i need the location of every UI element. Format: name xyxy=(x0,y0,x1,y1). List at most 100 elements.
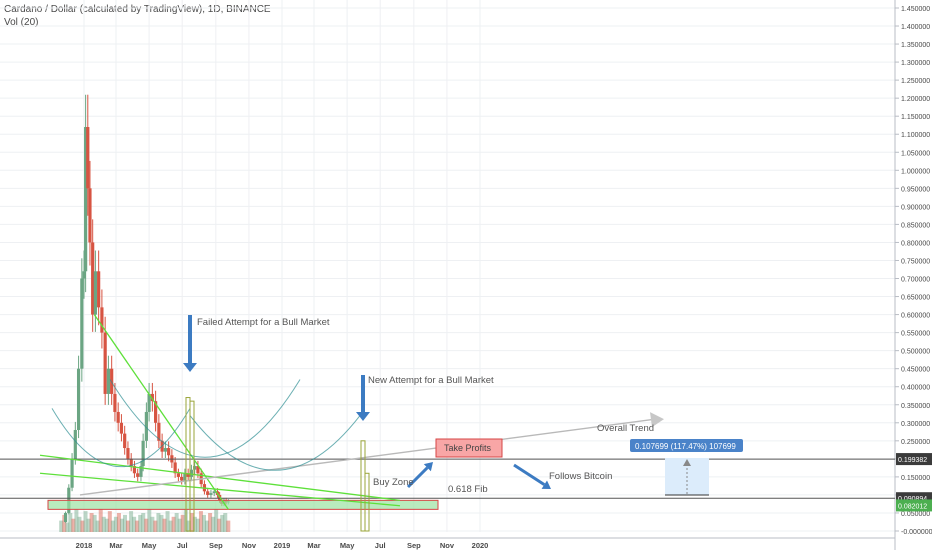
volume-bar xyxy=(141,513,146,532)
volume-bar xyxy=(168,520,173,532)
y-tick-label: 1.300000 xyxy=(901,60,930,67)
volume-bar xyxy=(80,520,85,532)
candles xyxy=(63,94,230,523)
volume-bar xyxy=(198,511,203,532)
x-tick-label: Mar xyxy=(307,541,320,550)
volume-bar xyxy=(153,520,158,532)
volume-bar xyxy=(92,514,97,532)
buy-zone-box xyxy=(47,499,439,510)
candle-body xyxy=(196,466,200,474)
y-tick-label: 0.550000 xyxy=(901,331,930,338)
volume-bars xyxy=(59,509,231,532)
y-tick-label: 0.900000 xyxy=(901,204,930,211)
measure-arrowhead xyxy=(683,459,691,466)
arrow-shaft xyxy=(406,466,429,489)
price-badge-label: 0.199382 xyxy=(898,457,927,464)
volume-bar xyxy=(65,522,70,532)
lower-trend-line xyxy=(39,472,401,507)
candle-body xyxy=(63,512,68,522)
candle-body xyxy=(113,393,117,412)
y-tick-label: 0.800000 xyxy=(901,240,930,247)
y-tick-label: 0.600000 xyxy=(901,313,930,320)
arrow-head xyxy=(356,412,370,421)
x-tick-label: Jul xyxy=(177,541,188,550)
candle-body xyxy=(183,473,187,481)
candle-body xyxy=(141,440,145,467)
volume-bar xyxy=(144,518,149,532)
x-tick-label: Jul xyxy=(375,541,386,550)
volume-bar xyxy=(138,514,143,532)
volume-bar xyxy=(214,509,219,532)
volume-bar xyxy=(208,513,213,532)
overall-trend-line xyxy=(79,418,656,496)
y-tick-label: 0.650000 xyxy=(901,295,930,302)
candle-body xyxy=(163,448,167,452)
y-tick-label: 1.400000 xyxy=(901,24,930,31)
volume-bar xyxy=(135,520,140,532)
x-tick-label: Mar xyxy=(109,541,122,550)
x-tick-label: 2020 xyxy=(472,541,489,550)
take-profits-label: Take Profits xyxy=(444,443,492,453)
volume-bar xyxy=(156,513,161,532)
y-tick-label: 0.350000 xyxy=(901,403,930,410)
y-tick-label: 1.450000 xyxy=(901,6,930,13)
candle-body xyxy=(209,493,213,495)
candle-body xyxy=(82,271,86,279)
y-tick-label: 1.000000 xyxy=(901,168,930,175)
new-attempt-label: New Attempt for a Bull Market xyxy=(368,375,494,386)
x-tick-label: May xyxy=(340,541,355,550)
y-tick-label: 1.150000 xyxy=(901,114,930,121)
y-tick-label: 0.300000 xyxy=(901,421,930,428)
volume-bar xyxy=(110,520,115,532)
cup-arc xyxy=(51,408,191,468)
volume-bar xyxy=(113,516,118,532)
candle-body xyxy=(157,422,161,441)
y-tick-label: 0.500000 xyxy=(901,349,930,356)
volume-bar xyxy=(177,518,182,532)
y-tick-label: 0.750000 xyxy=(901,258,930,265)
cup-arc xyxy=(109,379,301,458)
candle-body xyxy=(139,466,143,477)
candle-body xyxy=(84,127,88,272)
volume-bar xyxy=(95,520,100,532)
candle-body xyxy=(136,473,140,477)
x-tick-label: Nov xyxy=(242,541,257,550)
y-tick-label: 0.050000 xyxy=(901,511,930,518)
volume-bar xyxy=(83,511,88,532)
y-tick-label: 1.250000 xyxy=(901,78,930,85)
take-profits-box xyxy=(435,438,503,458)
failed-attempt-label: Failed Attempt for a Bull Market xyxy=(197,317,330,328)
buy-zone-label: Buy Zone xyxy=(373,477,414,488)
volume-bar xyxy=(202,514,207,532)
volume-bar xyxy=(86,518,91,532)
candle-body xyxy=(88,188,92,243)
candle-body xyxy=(150,393,154,402)
volume-bar xyxy=(162,518,167,532)
volume-bar xyxy=(192,516,197,532)
follows-bitcoin-label: Follows Bitcoin xyxy=(549,471,612,482)
volume-bar xyxy=(180,514,185,532)
y-tick-label: 0.150000 xyxy=(901,475,930,482)
candle-body xyxy=(76,368,81,431)
volume-bar xyxy=(98,509,103,532)
candle-body xyxy=(116,411,120,423)
candle-body xyxy=(126,448,130,459)
measure-label: 0.107699 (117.47%) 107699 xyxy=(635,442,736,451)
volume-bar xyxy=(77,516,82,532)
candle-body xyxy=(193,466,197,470)
y-tick-label: 1.100000 xyxy=(901,132,930,139)
arrows xyxy=(183,315,551,489)
volume-bar xyxy=(107,511,112,532)
overall-trend-label: Overall Trend xyxy=(597,423,654,434)
x-tick-label: Sep xyxy=(209,541,223,550)
volume-bar xyxy=(226,520,231,532)
measure-badge xyxy=(630,439,743,452)
x-tick-label: Nov xyxy=(440,541,455,550)
trendlines xyxy=(39,314,401,510)
volume-bar xyxy=(159,514,164,532)
volume-bar xyxy=(123,514,128,532)
x-tick-label: 2019 xyxy=(274,541,291,550)
volume-bar xyxy=(129,511,134,532)
fib-label: 0.618 Fib xyxy=(448,484,488,495)
